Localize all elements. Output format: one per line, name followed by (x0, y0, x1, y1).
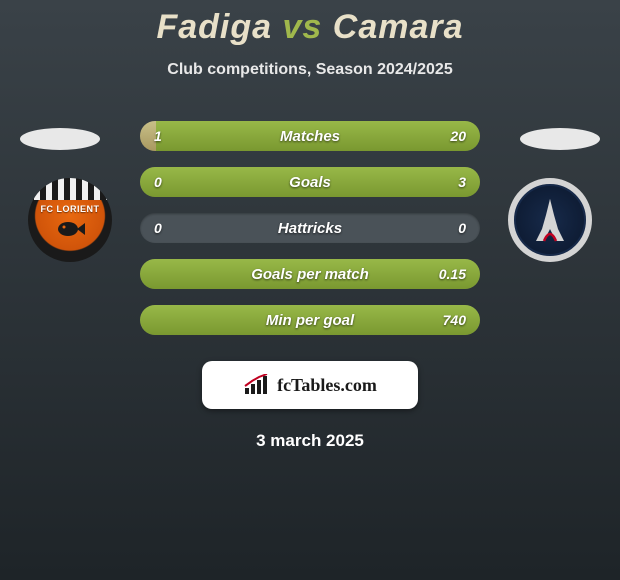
eiffel-tower-icon (532, 197, 568, 243)
stat-label: Min per goal (266, 312, 354, 329)
stat-row: 0 Hattricks 0 (140, 213, 480, 243)
stat-right-value: 740 (443, 312, 466, 328)
stat-right-value: 0 (458, 220, 466, 236)
stat-left-value: 1 (154, 128, 162, 144)
stat-label: Hattricks (278, 220, 342, 237)
site-branding[interactable]: fcTables.com (202, 361, 418, 409)
stat-label: Matches (280, 128, 340, 145)
stat-right-value: 20 (450, 128, 466, 144)
stat-row: 1 Matches 20 (140, 121, 480, 151)
lorient-fish-icon (55, 216, 85, 242)
stat-left-value: 0 (154, 220, 162, 236)
player2-name: Camara (333, 8, 464, 46)
player1-name: Fadiga (156, 8, 272, 46)
comparison-title: Fadiga vs Camara (0, 0, 620, 47)
player2-photo-placeholder (520, 128, 600, 150)
parisfc-crest (508, 178, 592, 262)
stat-row: Goals per match 0.15 (140, 259, 480, 289)
stat-left-value: 0 (154, 174, 162, 190)
subtitle: Club competitions, Season 2024/2025 (0, 61, 620, 79)
stat-row: Min per goal 740 (140, 305, 480, 335)
bar-chart-icon (243, 374, 271, 396)
lorient-label: FC LORIENT (41, 204, 100, 214)
stat-label: Goals per match (251, 266, 369, 283)
stat-row: 0 Goals 3 (140, 167, 480, 197)
club-left-badge: FC LORIENT (20, 178, 120, 262)
vs-label: vs (283, 8, 323, 46)
date-label: 3 march 2025 (0, 431, 620, 451)
stat-label: Goals (289, 174, 331, 191)
stat-right-value: 3 (458, 174, 466, 190)
lorient-crest: FC LORIENT (28, 178, 112, 262)
stat-right-value: 0.15 (439, 266, 466, 282)
club-right-badge (500, 178, 600, 262)
site-name: fcTables.com (277, 375, 377, 396)
player1-photo-placeholder (20, 128, 100, 150)
